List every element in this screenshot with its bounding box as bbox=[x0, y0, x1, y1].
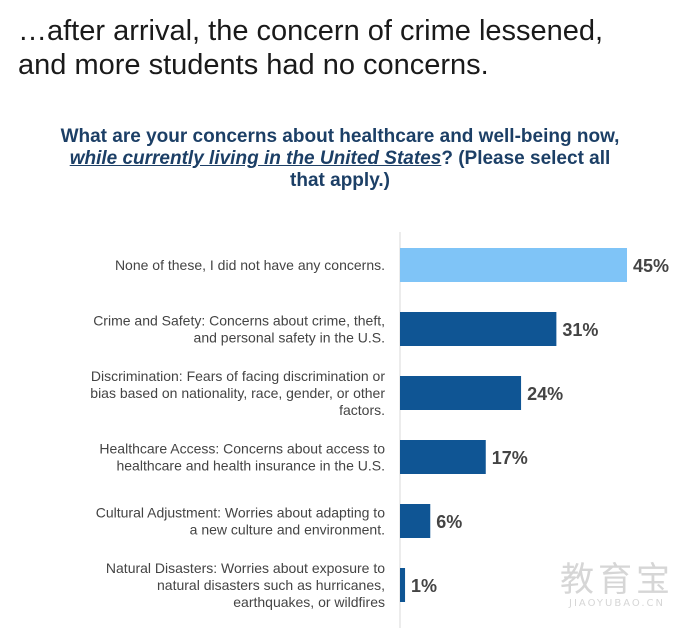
value-label-4: 6% bbox=[436, 512, 462, 532]
headline-line-1: …after arrival, the concern of crime les… bbox=[18, 15, 604, 47]
category-label-1: Crime and Safety: Concerns about crime, … bbox=[93, 313, 385, 346]
bar-2 bbox=[400, 376, 522, 410]
category-label-5-line-1: natural disasters such as hurricanes, bbox=[157, 577, 385, 593]
question-text-end: ? (Please select all that apply.) bbox=[290, 148, 611, 191]
value-label-3: 17% bbox=[492, 448, 528, 468]
bar-3 bbox=[400, 440, 486, 474]
category-label-3-line-1: healthcare and health insurance in the U… bbox=[116, 458, 385, 474]
headline: …after arrival, the concern of crime les… bbox=[18, 14, 688, 82]
category-label-4-line-1: a new culture and environment. bbox=[190, 522, 385, 538]
category-label-0-line-0: None of these, I did not have any concer… bbox=[115, 257, 385, 273]
category-label-2: Discrimination: Fears of facing discrimi… bbox=[90, 368, 385, 418]
category-label-3: Healthcare Access: Concerns about access… bbox=[99, 441, 385, 474]
value-label-1: 31% bbox=[562, 320, 598, 340]
bar-4 bbox=[400, 504, 431, 538]
bar-1 bbox=[400, 312, 557, 346]
category-label-2-line-0: Discrimination: Fears of facing discrimi… bbox=[91, 368, 385, 384]
bar-chart: 45% None of these, I did not have any con… bbox=[90, 232, 669, 628]
category-label-2-line-1: bias based on nationality, race, gender,… bbox=[90, 385, 385, 401]
category-label-4: Cultural Adjustment: Worries about adapt… bbox=[96, 505, 385, 538]
category-label-5: Natural Disasters: Worries about exposur… bbox=[106, 560, 385, 610]
value-label-0: 45% bbox=[633, 256, 669, 276]
category-label-5-line-0: Natural Disasters: Worries about exposur… bbox=[106, 560, 385, 576]
value-label-2: 24% bbox=[527, 384, 563, 404]
category-label-5-line-2: earthquakes, or wildfires bbox=[233, 594, 385, 610]
bar-5 bbox=[400, 568, 406, 602]
headline-line-2: and more students had no concerns. bbox=[18, 49, 489, 81]
value-label-5: 1% bbox=[411, 576, 437, 596]
watermark-main-text: 教育宝 bbox=[560, 560, 674, 600]
bar-0 bbox=[400, 248, 627, 282]
question-emphasis: while currently living in the United Sta… bbox=[69, 148, 442, 169]
category-label-1-line-0: Crime and Safety: Concerns about crime, … bbox=[93, 313, 385, 329]
category-label-2-line-2: factors. bbox=[339, 402, 385, 418]
question-text-start: What are your concerns about healthcare … bbox=[60, 126, 620, 147]
survey-question: What are your concerns about healthcare … bbox=[60, 126, 620, 192]
watermark-logo: 教育宝 JIAOYUBAO.CN bbox=[560, 562, 674, 609]
watermark-sub-text: JIAOYUBAO.CN bbox=[569, 598, 665, 609]
category-label-3-line-0: Healthcare Access: Concerns about access… bbox=[99, 441, 385, 457]
category-label-4-line-0: Cultural Adjustment: Worries about adapt… bbox=[96, 505, 385, 521]
category-label-1-line-1: and personal safety in the U.S. bbox=[194, 330, 385, 346]
category-label-0: None of these, I did not have any concer… bbox=[115, 257, 385, 273]
